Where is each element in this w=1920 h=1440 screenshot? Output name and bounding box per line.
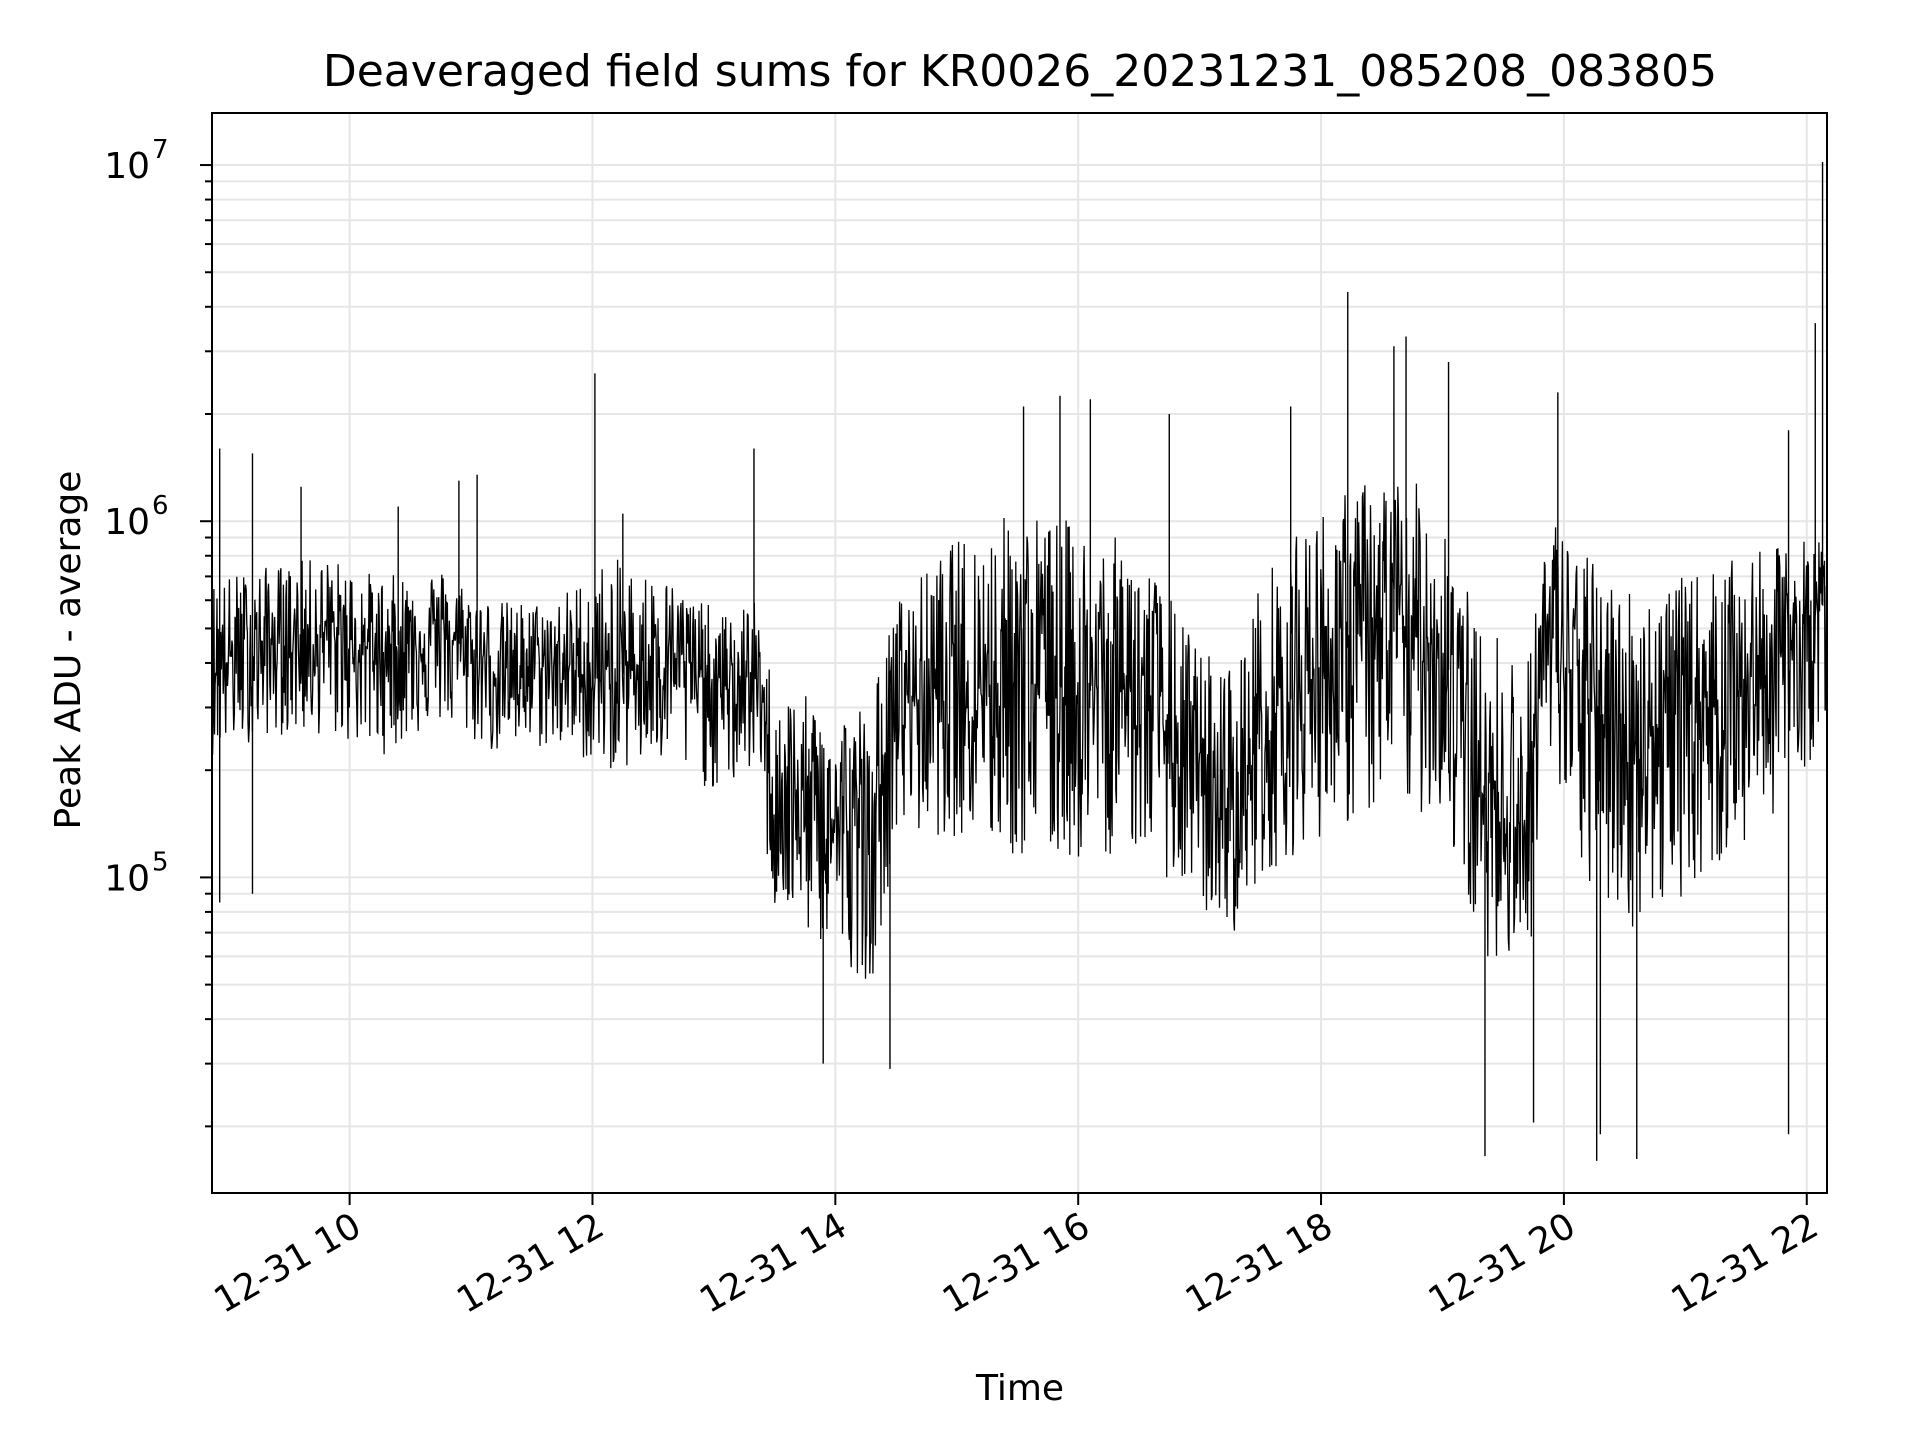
y-tick-exponent: 6 <box>152 491 169 521</box>
y-axis-label: Peak ADU - average <box>48 471 89 830</box>
x-axis-label: Time <box>975 1368 1064 1409</box>
series-line <box>211 161 1828 1161</box>
plot-area <box>211 112 1828 1194</box>
y-tick-exponent: 7 <box>152 135 169 165</box>
y-tick-exponent: 5 <box>152 847 169 877</box>
y-tick-label: 10 <box>104 858 150 899</box>
axes-frame <box>211 112 1828 1194</box>
y-tick-label: 10 <box>104 146 150 187</box>
chart-title: Deaveraged field sums for KR0026_2023123… <box>323 46 1717 97</box>
y-tick-label: 10 <box>104 502 150 543</box>
